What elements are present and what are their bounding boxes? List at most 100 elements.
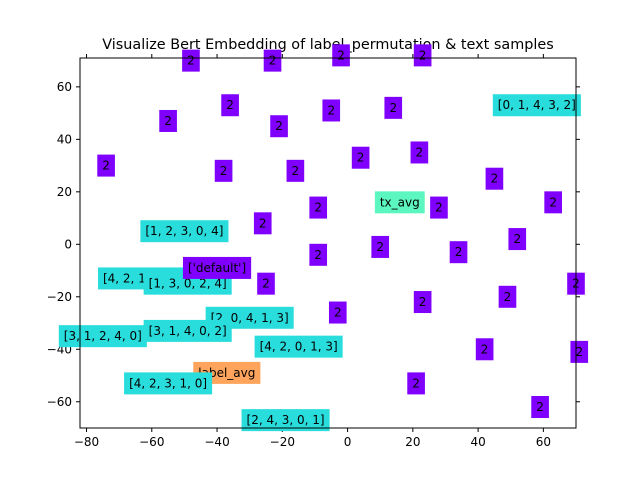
data-point-label: tx_avg	[380, 195, 420, 209]
data-point-box	[182, 256, 252, 279]
data-point: 2	[475, 338, 494, 361]
data-point: 2	[253, 212, 272, 235]
y-tick-label: 60	[57, 80, 72, 94]
data-point-label: [2, 4, 3, 0, 1]	[247, 413, 325, 427]
data-point-box	[221, 94, 239, 117]
data-point-label: [1, 2, 3, 0, 4]	[145, 224, 223, 238]
data-point-label: 2	[536, 400, 544, 414]
data-point-label: 2	[389, 101, 397, 115]
data-point-label: 2	[504, 290, 512, 304]
data-point: 2	[430, 196, 448, 219]
data-point: 2	[182, 49, 200, 72]
data-point-box	[124, 372, 213, 395]
data-point-label: 2	[314, 201, 322, 215]
x-tick-label: 40	[470, 435, 485, 449]
data-point-label: 2	[259, 216, 267, 230]
data-point-label: 2	[575, 345, 583, 359]
data-point-label: 2	[481, 342, 489, 356]
data-point-label: 2	[416, 145, 424, 159]
data-point: tx_avg	[374, 191, 425, 214]
data-point-box	[374, 191, 425, 214]
data-point-box	[58, 325, 147, 348]
data-point: 2	[221, 94, 239, 117]
data-point-box	[485, 167, 504, 190]
data-point-label: 2	[314, 248, 322, 262]
data-point-box	[498, 285, 517, 308]
data-point-label: 2	[549, 195, 557, 209]
data-point-box	[492, 94, 581, 117]
data-point: [2, 4, 3, 0, 1]	[241, 409, 330, 432]
data-point-label: 2	[419, 295, 427, 309]
data-point: 2	[531, 396, 549, 419]
data-point-label: 2	[455, 245, 463, 259]
plot-frame	[79, 57, 577, 429]
data-point: 2	[309, 196, 328, 219]
data-point-label: 2	[334, 306, 342, 320]
y-tick-label: 40	[57, 132, 72, 146]
x-tick-label: 60	[536, 435, 551, 449]
data-point: 2	[413, 44, 432, 67]
data-point-box	[159, 109, 177, 132]
data-point-label: [4, 2, 0, 1, 3]	[260, 340, 338, 354]
data-point-label: 2	[337, 48, 345, 62]
data-point-label: 2	[376, 240, 384, 254]
data-point-label: 2	[269, 54, 277, 68]
data-point-label: 2	[435, 201, 443, 215]
data-point-box	[322, 99, 341, 122]
data-point-label: 2	[262, 277, 270, 291]
data-point: [4, 2, 0, 1, 3]	[254, 335, 343, 358]
data-point-box	[97, 154, 115, 177]
data-point: [3, 1, 2, 4, 0]	[58, 325, 147, 348]
data-point: [0, 1, 4, 3, 2]	[492, 94, 581, 117]
data-point: [1, 2, 3, 0, 4]	[140, 220, 229, 243]
data-point: 2	[544, 191, 562, 214]
data-point-label: [0, 1, 4, 3, 2]	[498, 98, 576, 112]
y-tick-label: 20	[57, 185, 72, 199]
data-point: 2	[332, 44, 350, 67]
data-point-label: 2	[357, 151, 365, 165]
x-tick-label: −40	[204, 435, 229, 449]
data-point: ['default']	[182, 256, 252, 279]
data-point: 2	[286, 159, 305, 182]
x-tick-label: 20	[405, 435, 420, 449]
y-tick-label: 0	[64, 237, 72, 251]
data-point: 2	[449, 241, 468, 264]
data-point-label: [3, 1, 2, 4, 0]	[64, 329, 142, 343]
data-point-label: 2	[491, 172, 499, 186]
data-point-label: 2	[275, 119, 283, 133]
data-point-box	[449, 241, 468, 264]
data-point: 2	[97, 154, 115, 177]
data-point-box	[263, 49, 282, 72]
data-point: [4, 2, 3, 1, 0]	[124, 372, 213, 395]
x-tick-label: 0	[344, 435, 352, 449]
data-point-label: 2	[513, 232, 521, 246]
data-point-box	[241, 409, 330, 432]
data-point: 2	[508, 228, 527, 251]
data-point-label: 2	[102, 159, 110, 173]
data-point: 2	[159, 109, 177, 132]
x-tick-label: −80	[74, 435, 99, 449]
data-point: 2	[413, 291, 432, 314]
data-point-box	[143, 319, 232, 342]
data-point-label: 2	[220, 164, 228, 178]
data-point-label: label_avg	[198, 366, 255, 380]
data-point: 2	[328, 301, 347, 324]
data-point: 2	[351, 146, 370, 169]
data-point: [3, 1, 4, 0, 2]	[143, 319, 232, 342]
chart-title: Visualize Bert Embedding of label_permut…	[102, 37, 553, 53]
x-tick-label: −20	[270, 435, 295, 449]
data-point: 2	[384, 96, 403, 119]
data-point-box	[475, 338, 494, 361]
data-point-box	[309, 243, 328, 266]
data-point: 2	[257, 272, 275, 295]
data-point-box	[410, 141, 429, 164]
y-tick-label: −60	[47, 395, 72, 409]
y-tick-label: −20	[47, 290, 72, 304]
data-point-label: 2	[327, 103, 335, 117]
data-point-label: [1, 3, 0, 2, 4]	[149, 277, 227, 291]
data-point: 2	[485, 167, 504, 190]
data-point: 2	[322, 99, 341, 122]
data-point-box	[254, 335, 343, 358]
